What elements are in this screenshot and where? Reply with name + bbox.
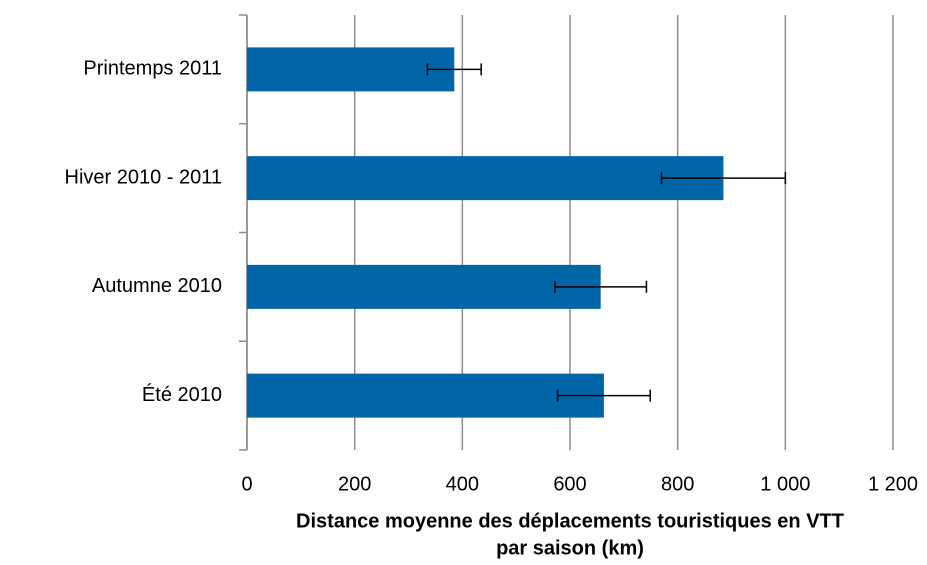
x-tick-label: 1 000 <box>760 473 810 495</box>
y-tick-label: Hiver 2010 - 2011 <box>65 166 223 188</box>
y-tick-label: Été 2010 <box>142 383 222 406</box>
y-tick-label: Autumne 2010 <box>92 275 222 297</box>
x-axis-label: par saison (km) <box>496 537 644 559</box>
bar <box>247 264 601 309</box>
y-tick-label: Printemps 2011 <box>83 58 222 80</box>
bar <box>247 156 724 201</box>
x-tick-label: 200 <box>338 473 371 495</box>
bar <box>247 47 455 92</box>
x-tick-label: 1 200 <box>868 473 918 495</box>
bar <box>247 373 604 418</box>
x-tick-label: 800 <box>661 473 694 495</box>
x-axis-label: Distance moyenne des déplacements touris… <box>296 510 844 532</box>
x-tick-label: 600 <box>553 473 586 495</box>
x-tick-label: 400 <box>446 473 479 495</box>
x-tick-label: 0 <box>241 473 252 495</box>
